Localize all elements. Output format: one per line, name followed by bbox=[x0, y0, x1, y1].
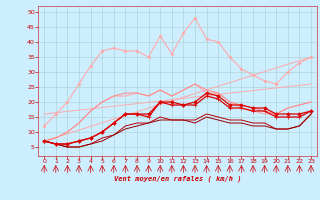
X-axis label: Vent moyen/en rafales ( km/h ): Vent moyen/en rafales ( km/h ) bbox=[114, 176, 241, 182]
